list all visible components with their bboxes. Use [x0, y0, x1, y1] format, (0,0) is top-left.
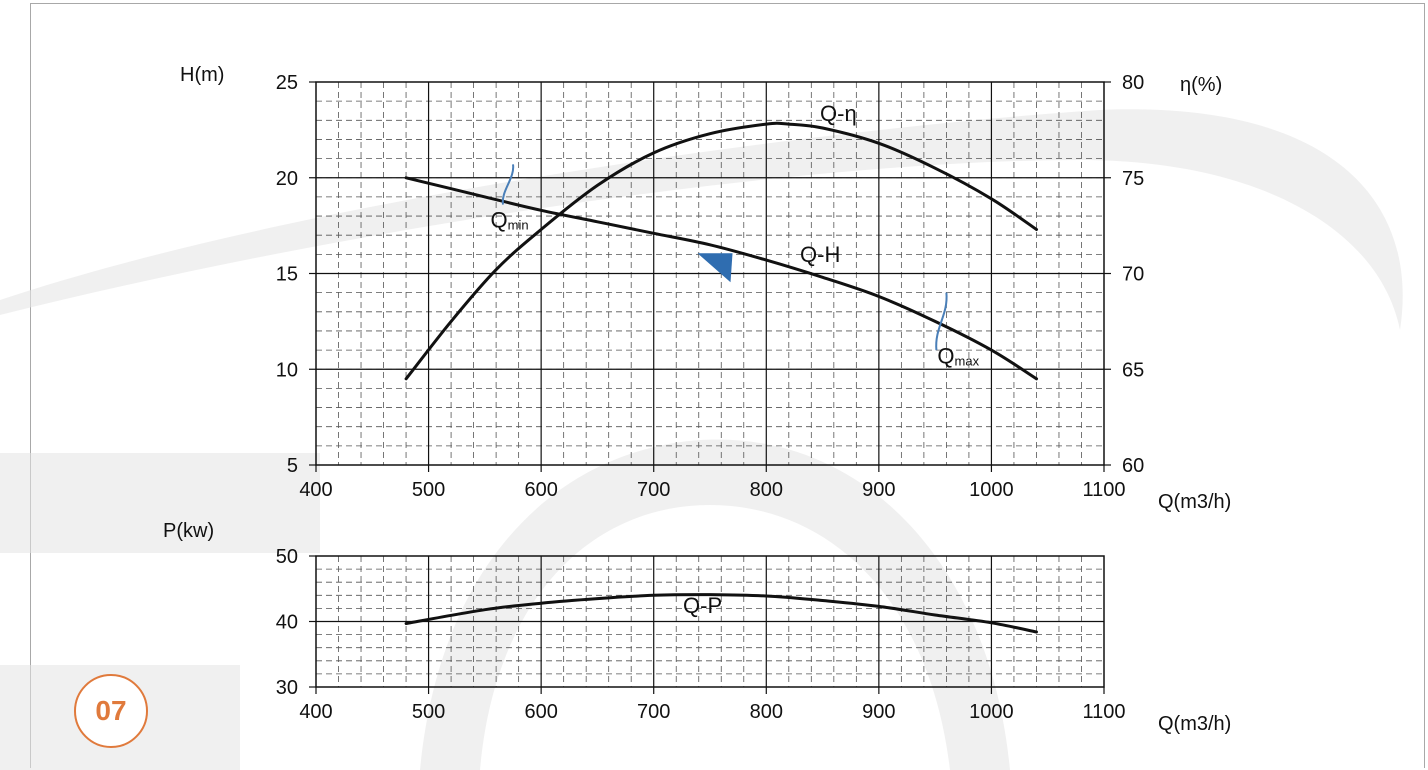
series-layer: Q-H Q-η [404, 101, 1038, 381]
page-number-badge: 07 [74, 674, 148, 748]
x-axis-ticks: 400 500 600 700 800 900 1000 1100 [299, 465, 1126, 501]
background-watermark [0, 109, 1403, 770]
limit-marker [501, 164, 515, 205]
series-label: Q-H [800, 242, 840, 267]
y-tick-label: 30 [276, 677, 298, 699]
x-tick-label: 400 [299, 479, 332, 501]
x-tick-label: 600 [524, 479, 557, 501]
x-tick-label: 700 [637, 479, 670, 501]
chart-grid [316, 556, 1104, 687]
x-tick-label: 500 [412, 701, 445, 723]
series-line-q [404, 121, 1038, 381]
operating-point-marker [697, 253, 733, 283]
frame-top-rule [30, 3, 1425, 4]
y-tick-label: 5 [287, 455, 298, 477]
x-tick-label: 1000 [969, 479, 1014, 501]
series-line-q-h [404, 176, 1038, 381]
y-tick-label: 15 [276, 264, 298, 286]
y-axis-label: H(m) [180, 64, 224, 86]
y2-tick-label: 60 [1122, 455, 1144, 477]
y2-tick-label: 65 [1122, 359, 1144, 381]
y-tick-label: 10 [276, 359, 298, 381]
y-axis-ticks: 30 40 50 [276, 546, 316, 699]
series-line-q-p [404, 593, 1038, 634]
x-tick-label: 1000 [969, 701, 1014, 723]
y-tick-label: 40 [276, 612, 298, 634]
x-tick-label: 900 [862, 479, 895, 501]
series-layer: Q-P [404, 593, 1038, 634]
x-axis-label: Q(m3/h) [1158, 713, 1231, 735]
x-tick-label: 1100 [1082, 701, 1125, 723]
y2-axis-ticks: 60 65 70 75 80 [1104, 72, 1144, 477]
frame-left-rule [30, 3, 31, 768]
y-tick-label: 25 [276, 72, 298, 94]
x-axis-ticks: 400 500 600 700 800 900 1000 1100 [299, 687, 1126, 723]
x-tick-label: 500 [412, 479, 445, 501]
y2-axis-label: η(%) [1180, 74, 1222, 96]
x-tick-label: 600 [524, 701, 557, 723]
x-tick-label: 800 [750, 479, 783, 501]
y2-tick-label: 70 [1122, 264, 1144, 286]
x-axis-label: Q(m3/h) [1158, 491, 1231, 513]
series-label: Q-η [820, 101, 857, 126]
y-axis-ticks: 5 10 15 20 25 [276, 72, 316, 477]
frame-right-rule [1424, 3, 1425, 768]
y2-tick-label: 75 [1122, 168, 1144, 190]
x-tick-label: 1100 [1082, 479, 1125, 501]
limit-label: Qmax [937, 344, 979, 369]
limit-marker [935, 292, 948, 351]
series-label: Q-P [683, 593, 722, 618]
page-number: 07 [95, 695, 127, 726]
x-tick-label: 700 [637, 701, 670, 723]
y-axis-label: P(kw) [163, 520, 214, 542]
x-tick-label: 900 [862, 701, 895, 723]
y-tick-label: 20 [276, 168, 298, 190]
x-tick-label: 800 [750, 701, 783, 723]
x-tick-label: 400 [299, 701, 332, 723]
y-tick-label: 50 [276, 546, 298, 568]
y2-tick-label: 80 [1122, 72, 1144, 94]
